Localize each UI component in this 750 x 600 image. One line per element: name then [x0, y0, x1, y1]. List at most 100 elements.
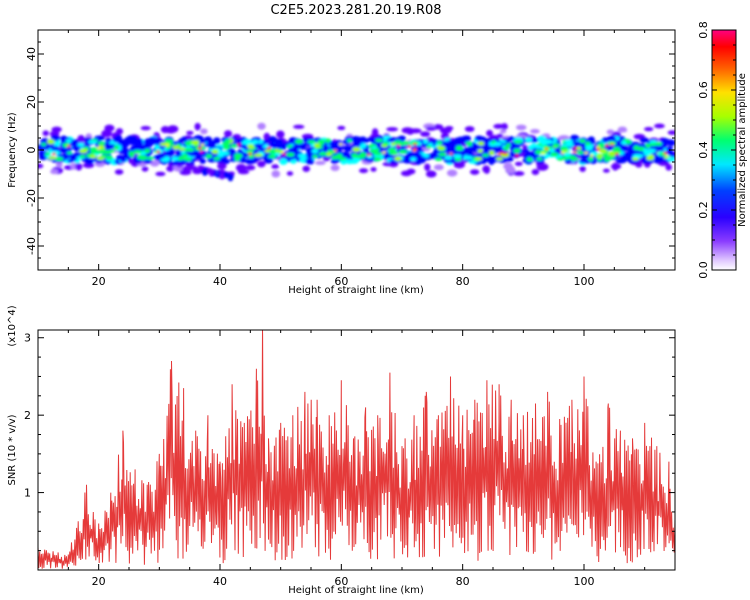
spectrogram-cell	[486, 129, 493, 137]
spectrogram-cell	[464, 126, 475, 132]
spectrogram-cell	[250, 158, 258, 164]
spectrogram-cell	[425, 170, 437, 178]
spectrogram-cell	[420, 131, 431, 137]
snr-series-line	[38, 330, 675, 569]
spectrogram-cell	[503, 162, 513, 171]
spectrogram-cell	[576, 146, 582, 151]
spectrogram-cell	[367, 153, 371, 157]
spectrogram-cell	[66, 151, 73, 155]
spectrogram-cell	[337, 125, 346, 131]
spectrogram-cell	[573, 150, 577, 154]
spectrogram-cell	[602, 168, 610, 173]
spectrogram-cell	[223, 130, 233, 138]
spectrogram-cell	[596, 148, 601, 151]
spectrogram-cell	[263, 157, 274, 164]
snr-x-tick-label: 80	[456, 575, 470, 588]
spectrogram-cell	[560, 151, 565, 154]
spectrogram-cell	[171, 161, 177, 166]
spectrogram-cell	[649, 142, 657, 147]
spectrogram-cell	[154, 154, 164, 160]
spectrogram-cell	[172, 145, 180, 150]
spectrogram-cell	[199, 158, 206, 164]
spectrogram-cell	[238, 156, 248, 163]
spectrogram-cell	[119, 142, 129, 148]
spectrogram-cell	[433, 164, 444, 171]
spectrogram-cell	[394, 156, 402, 162]
spectrogram-x-tick-label: 60	[334, 275, 348, 288]
spectrogram-cell	[165, 145, 172, 150]
spectrogram-cell	[425, 126, 437, 131]
spectrogram-cell	[69, 155, 78, 162]
spectrogram-cell	[438, 152, 447, 157]
snr-y-multiplier: (x10^4)	[7, 305, 18, 346]
spectrogram-cell	[524, 137, 533, 143]
spectrogram-cell	[41, 142, 47, 147]
spectrogram-cell	[514, 161, 523, 166]
spectrogram-cell	[286, 171, 294, 176]
spectrogram-cell	[589, 154, 594, 157]
snr-ticks: 20 40 60 80 100 1 2 3	[24, 330, 676, 588]
spectrogram-x-tick-label: 40	[213, 275, 227, 288]
spectrogram-cell	[550, 152, 559, 157]
spectrogram-cell	[552, 143, 560, 148]
spectrogram-cell	[587, 156, 594, 162]
spectrogram-cell	[65, 138, 72, 144]
spectrogram-cell	[100, 154, 108, 158]
spectrogram-cell	[557, 157, 564, 161]
spectrogram-y-tick-label: 40	[25, 47, 38, 61]
spectrogram-cell	[477, 149, 483, 153]
spectrogram-cell	[450, 143, 458, 151]
spectrogram-cell	[185, 151, 195, 156]
spectrogram-cell	[215, 173, 221, 178]
colorbar-tick-label: 0.8	[697, 21, 710, 39]
spectrogram-cell	[493, 142, 502, 146]
spectrogram-cell	[73, 152, 82, 157]
spectrogram-cell	[138, 155, 148, 161]
spectrogram-heatmap	[38, 122, 675, 182]
spectrogram-cell	[279, 150, 284, 154]
spectrogram-cell	[496, 133, 504, 139]
spectrogram-cell	[610, 163, 622, 170]
spectrogram-cell	[237, 143, 241, 146]
spectrogram-cell	[222, 145, 231, 150]
spectrogram-cell	[282, 152, 286, 156]
spectrogram-cell	[286, 152, 295, 157]
spectrogram-cell	[595, 146, 600, 149]
spectrogram-cell	[412, 149, 417, 152]
spectrogram-cell	[639, 137, 649, 143]
spectrogram-cell	[436, 140, 443, 145]
spectrogram-cell	[156, 150, 161, 153]
spectrogram-cell	[50, 145, 60, 151]
spectrogram-cell	[166, 139, 174, 144]
spectrogram-cell	[536, 157, 543, 161]
spectrogram-cell	[233, 153, 243, 158]
spectrogram-cell	[474, 135, 484, 141]
spectrogram-cell	[219, 175, 225, 180]
spectrogram-cell	[97, 141, 106, 146]
spectrogram-cell	[213, 137, 221, 143]
spectrogram-cell	[114, 134, 123, 142]
spectrogram-cell	[113, 145, 120, 150]
spectrogram-cell	[144, 148, 151, 153]
spectrogram-cell	[75, 163, 83, 171]
spectrogram-cell	[227, 172, 233, 177]
spectrogram-cell	[62, 146, 72, 153]
spectrogram-cell	[200, 143, 205, 146]
snr-x-label: Height of straight line (km)	[288, 585, 424, 596]
spectrogram-cell	[667, 130, 675, 135]
spectrogram-cell	[382, 141, 389, 146]
spectrogram-cell	[154, 144, 160, 150]
spectrogram-cell	[402, 141, 411, 146]
spectrogram-cell	[340, 159, 348, 165]
spectrogram-cell	[311, 148, 319, 154]
spectrogram-cell	[501, 123, 508, 130]
spectrogram-cell	[294, 139, 304, 144]
spectrogram-cell	[268, 149, 277, 155]
spectrogram-cell	[48, 156, 57, 160]
spectrogram-cell	[101, 129, 113, 138]
spectrogram-cell	[482, 165, 491, 173]
spectrogram-cell	[315, 160, 326, 166]
spectrogram-cell	[178, 155, 185, 161]
spectrogram-cell	[410, 140, 420, 146]
spectrogram-cell	[257, 160, 266, 168]
